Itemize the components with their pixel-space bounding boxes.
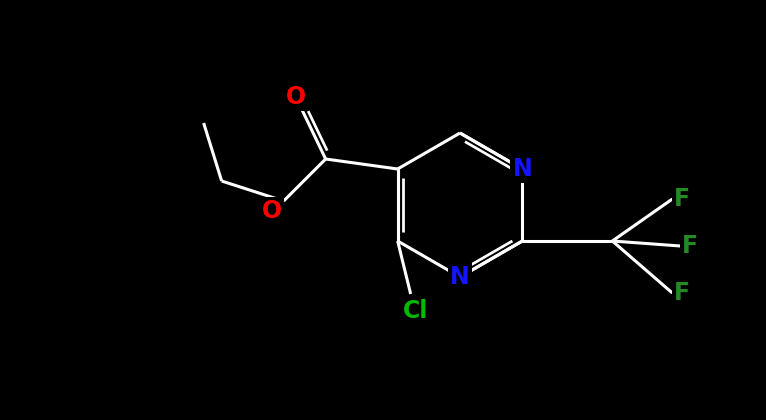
Text: Cl: Cl: [403, 299, 428, 323]
Text: N: N: [512, 157, 532, 181]
Text: F: F: [674, 281, 690, 305]
Text: O: O: [286, 85, 306, 109]
Text: F: F: [683, 234, 699, 258]
Text: O: O: [261, 199, 282, 223]
Text: N: N: [450, 265, 470, 289]
Text: F: F: [674, 187, 690, 211]
